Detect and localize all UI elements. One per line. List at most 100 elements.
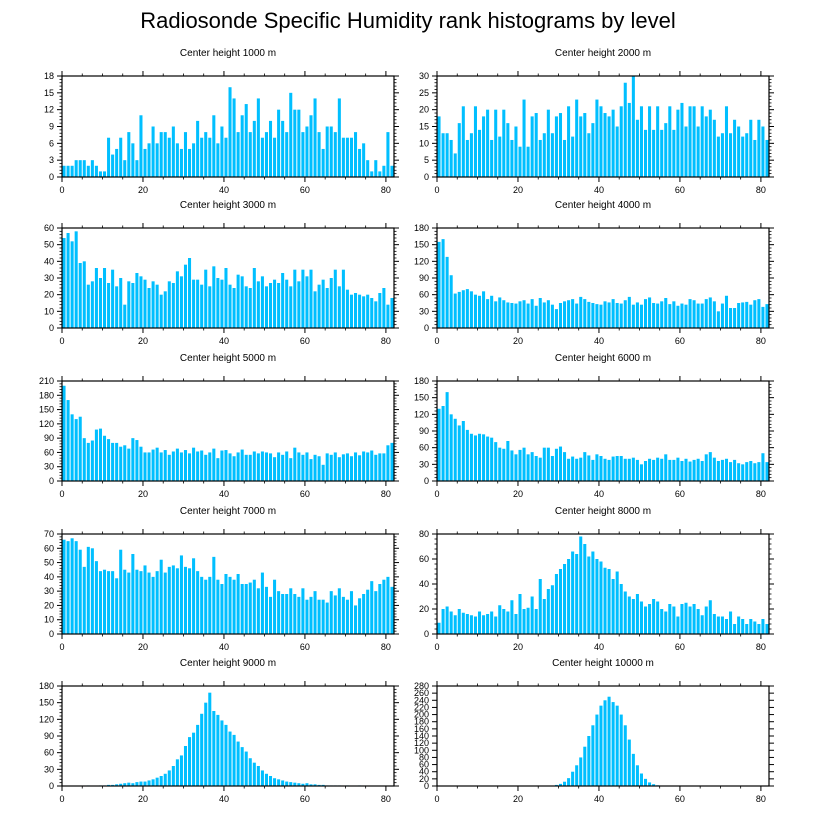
histogram-bar [289, 588, 293, 634]
histogram-bar [461, 106, 465, 177]
histogram-bar [692, 300, 696, 328]
histogram-bar [635, 765, 639, 786]
x-tick-label: 40 [594, 794, 604, 804]
histogram-bar [558, 783, 563, 786]
histogram-bar [502, 109, 506, 177]
x-tick-label: 40 [594, 336, 604, 346]
histogram-bar [293, 269, 297, 328]
histogram-bar [603, 301, 607, 328]
histogram-bar [753, 621, 757, 634]
y-tick-label: 60 [419, 290, 429, 300]
histogram-bar [619, 714, 623, 786]
histogram-bar [362, 296, 366, 328]
y-tick-label: 6 [49, 138, 54, 148]
histogram-bar [192, 558, 196, 634]
histogram-bar [607, 569, 611, 634]
histogram-bar [652, 459, 656, 481]
histogram-bar [712, 457, 716, 481]
histogram-bar [526, 303, 530, 328]
histogram-bar [285, 451, 289, 481]
histogram-bar [716, 136, 720, 177]
histogram-bar [301, 269, 305, 328]
x-tick-label: 20 [513, 642, 523, 652]
x-tick-label: 0 [434, 185, 439, 195]
histogram-bar [317, 599, 321, 634]
histogram-bar [741, 302, 745, 328]
histogram-bar [595, 559, 599, 634]
x-tick-label: 60 [300, 489, 310, 499]
y-tick-label: 180 [39, 390, 54, 400]
histogram-bar [74, 541, 78, 634]
histogram-bar [558, 446, 563, 481]
histogram-bar [358, 294, 362, 328]
histogram-bar [615, 126, 619, 177]
histogram-bar [78, 549, 82, 634]
histogram-bar [220, 450, 224, 481]
histogram-bar [449, 139, 453, 177]
x-tick-label: 20 [138, 489, 148, 499]
histogram-bar [123, 783, 127, 786]
histogram-bar [98, 571, 102, 634]
histogram-bar [74, 419, 78, 481]
histogram-bar [192, 732, 196, 786]
histogram-bar [437, 241, 441, 328]
histogram-bar [668, 106, 672, 177]
histogram-bar [289, 782, 293, 786]
histogram-bar [506, 611, 510, 634]
histogram-bar [453, 153, 457, 177]
histogram-bar [309, 784, 313, 786]
histogram-bar [183, 566, 188, 634]
histogram-bar [652, 129, 656, 177]
histogram-bar [518, 449, 522, 481]
histogram-bar [196, 279, 200, 328]
histogram-bar [664, 454, 668, 481]
histogram-bar [236, 452, 240, 481]
y-tick-label: 50 [44, 558, 54, 568]
histogram-bar [660, 609, 664, 634]
histogram-bar [244, 751, 248, 786]
y-tick-label: 120 [39, 419, 54, 429]
histogram-bar [216, 143, 220, 177]
histogram-bar [631, 753, 635, 786]
histogram-bar [333, 595, 337, 634]
y-tick-label: 0 [49, 629, 54, 639]
histogram-bar [465, 289, 469, 328]
histogram-bar [236, 574, 240, 634]
histogram-bar [591, 551, 595, 634]
histogram-bar [82, 261, 86, 328]
histogram-bar [236, 741, 240, 786]
x-tick-label: 20 [138, 642, 148, 652]
histogram-bar [486, 109, 490, 177]
histogram-bar [358, 598, 362, 634]
histogram-bar [749, 461, 753, 481]
histogram-bar [477, 295, 482, 328]
histogram-bar [341, 596, 345, 634]
histogram-bar [175, 271, 179, 328]
histogram-bar [469, 615, 473, 634]
histogram-bar [119, 137, 123, 177]
histogram-bar [680, 102, 684, 177]
histogram-bar [579, 757, 583, 786]
histogram-bar [183, 746, 188, 786]
histogram-bar [554, 448, 558, 481]
histogram-bar [623, 725, 627, 786]
histogram-bar [587, 736, 591, 786]
histogram-bar [542, 599, 546, 634]
histogram-bar [196, 120, 200, 177]
histogram-bar [514, 126, 518, 177]
histogram-bar [94, 268, 98, 328]
y-tick-label: 120 [39, 714, 54, 724]
y-tick-label: 180 [39, 681, 54, 691]
histogram-bar [204, 702, 208, 786]
histogram-bar [86, 284, 90, 328]
histogram-bar [542, 302, 546, 328]
histogram-bar [550, 585, 554, 634]
histogram-bar [603, 567, 607, 634]
histogram-bar [325, 453, 329, 481]
histogram-bar [260, 137, 264, 177]
histogram-bar [652, 784, 656, 786]
histogram-bar [268, 283, 273, 328]
histogram-bar [321, 148, 325, 177]
histogram-bar [200, 137, 204, 177]
histogram-bar [374, 454, 378, 481]
